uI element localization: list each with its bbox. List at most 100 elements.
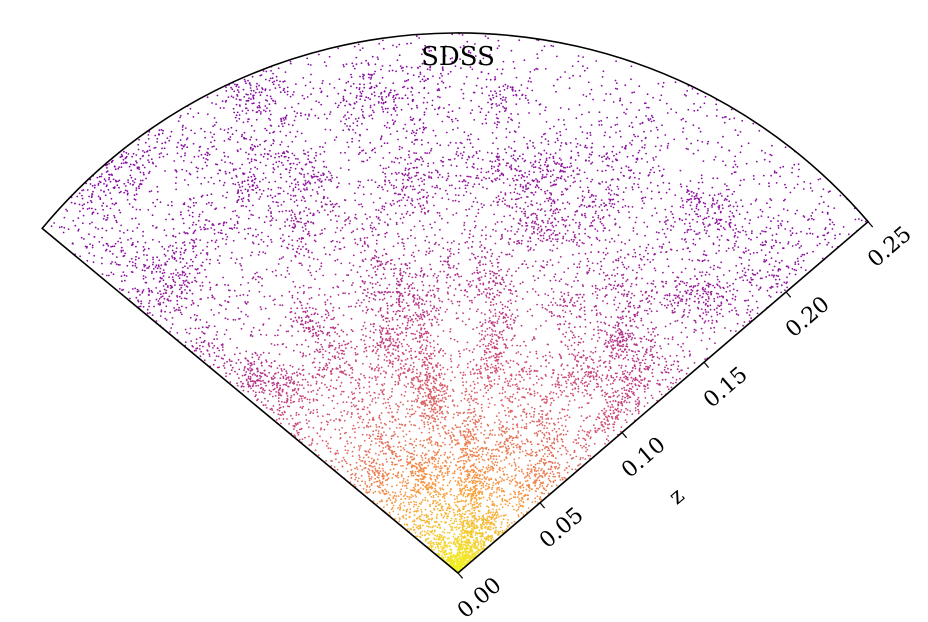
galaxy-point — [647, 252, 649, 255]
galaxy-point — [415, 501, 417, 503]
galaxy-point — [480, 487, 483, 490]
galaxy-point — [273, 344, 276, 346]
galaxy-point — [604, 131, 607, 134]
galaxy-point — [682, 117, 684, 120]
galaxy-point — [765, 259, 768, 262]
galaxy-point — [445, 131, 448, 134]
galaxy-point — [764, 243, 766, 246]
galaxy-point — [544, 138, 547, 141]
galaxy-point — [332, 318, 334, 321]
galaxy-point — [195, 223, 198, 226]
galaxy-point — [544, 109, 546, 112]
galaxy-point — [652, 280, 655, 282]
galaxy-point — [588, 383, 590, 385]
galaxy-point — [114, 168, 117, 171]
galaxy-point — [803, 216, 806, 218]
galaxy-point — [273, 168, 276, 171]
galaxy-point — [354, 478, 357, 481]
galaxy-point — [418, 331, 421, 334]
galaxy-point — [464, 374, 467, 376]
galaxy-point — [349, 125, 351, 128]
galaxy-point — [403, 367, 406, 370]
galaxy-point — [521, 442, 524, 445]
galaxy-point — [619, 135, 622, 138]
galaxy-point — [312, 169, 315, 172]
galaxy-point — [609, 284, 612, 286]
galaxy-point — [601, 374, 604, 376]
galaxy-point — [782, 247, 784, 250]
galaxy-point — [549, 259, 552, 261]
galaxy-point — [731, 309, 733, 312]
galaxy-point — [604, 330, 606, 333]
galaxy-point — [402, 515, 405, 517]
galaxy-point — [554, 273, 557, 276]
galaxy-point — [294, 115, 297, 118]
galaxy-point — [318, 53, 320, 56]
galaxy-point — [593, 368, 595, 370]
galaxy-point — [419, 440, 422, 442]
galaxy-point — [531, 221, 533, 224]
galaxy-point — [489, 432, 492, 435]
galaxy-point — [771, 144, 773, 147]
galaxy-point — [368, 115, 371, 117]
galaxy-point — [320, 382, 323, 384]
galaxy-point — [550, 198, 552, 201]
galaxy-point — [415, 152, 417, 155]
galaxy-point — [237, 191, 240, 194]
galaxy-point — [496, 68, 499, 71]
galaxy-point — [263, 109, 265, 112]
galaxy-point — [590, 351, 592, 353]
galaxy-point — [434, 134, 437, 137]
galaxy-point — [579, 444, 582, 447]
galaxy-point — [498, 315, 501, 318]
galaxy-point — [504, 96, 507, 99]
galaxy-point — [290, 414, 292, 417]
galaxy-point — [483, 383, 486, 386]
galaxy-point — [425, 387, 428, 389]
galaxy-point — [389, 457, 392, 459]
galaxy-point — [665, 251, 667, 254]
galaxy-point — [343, 246, 346, 249]
galaxy-point — [101, 204, 103, 207]
galaxy-point — [122, 288, 124, 291]
galaxy-point — [335, 418, 337, 420]
galaxy-point — [430, 496, 433, 498]
galaxy-point — [456, 151, 458, 153]
galaxy-point — [562, 368, 565, 371]
galaxy-point — [744, 271, 747, 274]
galaxy-point — [641, 299, 644, 302]
galaxy-point — [494, 76, 496, 78]
galaxy-point — [488, 519, 490, 522]
galaxy-point — [586, 431, 589, 433]
galaxy-point — [250, 254, 252, 257]
galaxy-point — [605, 247, 608, 250]
galaxy-point — [586, 146, 588, 149]
galaxy-point — [422, 339, 425, 341]
galaxy-point — [376, 480, 379, 483]
galaxy-point — [434, 521, 437, 524]
galaxy-point — [526, 440, 529, 443]
galaxy-point — [577, 390, 580, 393]
galaxy-point — [536, 434, 539, 437]
galaxy-point — [338, 461, 340, 464]
galaxy-point — [329, 210, 332, 213]
galaxy-point — [233, 226, 236, 229]
galaxy-point — [306, 398, 309, 401]
galaxy-point — [568, 416, 571, 419]
galaxy-point — [452, 553, 455, 556]
galaxy-point — [105, 167, 108, 169]
galaxy-point — [713, 286, 716, 289]
galaxy-point — [402, 501, 405, 504]
galaxy-point — [340, 349, 342, 352]
galaxy-point — [417, 517, 419, 519]
galaxy-point — [745, 162, 748, 165]
galaxy-point — [626, 332, 629, 335]
galaxy-point — [689, 353, 692, 356]
galaxy-point — [390, 395, 393, 397]
galaxy-point — [355, 86, 358, 89]
galaxy-point — [137, 143, 140, 146]
galaxy-point — [392, 473, 395, 476]
galaxy-point — [447, 429, 450, 432]
galaxy-point — [392, 340, 395, 342]
galaxy-point — [243, 96, 246, 98]
